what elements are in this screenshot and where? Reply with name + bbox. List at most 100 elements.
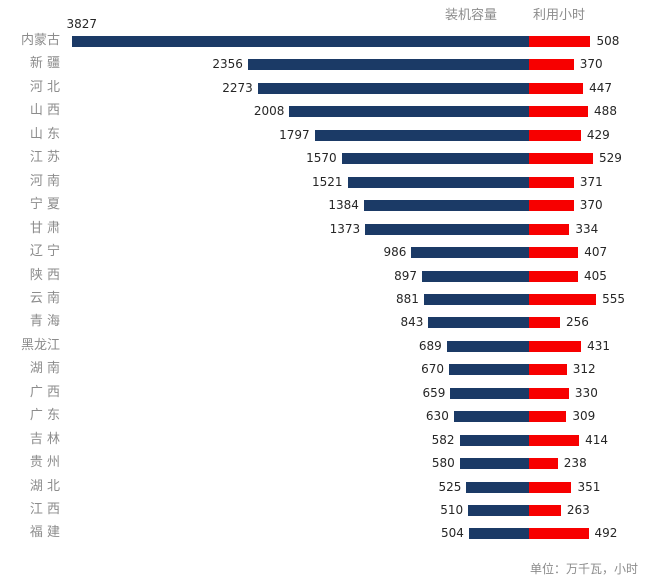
category-label: 贵 州 (29, 455, 60, 471)
hours-value-label: 238 (563, 456, 587, 471)
category-label: 吉 林 (29, 431, 60, 447)
category-label: 青 海 (29, 314, 60, 330)
category-label: 甘 肃 (29, 220, 60, 236)
capacity-value-label: 986 (383, 245, 407, 260)
capacity-bar (363, 200, 529, 212)
capacity-value-label: 1521 (311, 174, 343, 189)
unit-note: 单位：万千瓦，小时 (530, 562, 639, 576)
hours-value-label: 431 (587, 338, 611, 353)
category-label: 山 西 (29, 103, 60, 119)
hours-bar (529, 223, 570, 235)
hours-bar (529, 176, 574, 188)
capacity-value-label: 897 (394, 268, 417, 283)
capacity-value-label: 3827 (66, 17, 97, 31)
capacity-value-label: 689 (418, 338, 442, 353)
category-label: 陕 西 (29, 267, 60, 283)
capacity-bar (450, 387, 529, 399)
category-label: 江 西 (29, 502, 60, 517)
category-label: 辽 宁 (29, 244, 60, 260)
capacity-bar (468, 528, 529, 540)
category-label: 新 疆 (29, 56, 60, 72)
hours-value-label: 405 (584, 268, 607, 283)
capacity-bar (423, 293, 529, 305)
capacity-bar (459, 434, 529, 446)
hours-value-label: 492 (594, 526, 618, 541)
capacity-bar (459, 458, 529, 470)
hours-value-label: 309 (572, 409, 596, 424)
hours-bar (529, 528, 589, 540)
capacity-bar (446, 340, 529, 352)
capacity-value-label: 843 (400, 315, 424, 330)
hours-bar (529, 505, 561, 516)
capacity-bar (365, 223, 529, 235)
capacity-value-label: 659 (422, 385, 446, 400)
capacity-value-label: 510 (440, 503, 464, 517)
category-label: 云 南 (29, 290, 60, 306)
capacity-value-label: 2356 (212, 57, 243, 72)
hours-value-label: 414 (585, 432, 608, 447)
hours-value-label: 351 (577, 479, 601, 494)
hours-value-label: 371 (579, 174, 603, 189)
hours-value-label: 555 (602, 291, 626, 306)
category-label: 宁 夏 (29, 197, 60, 213)
category-label: 广 西 (29, 384, 60, 400)
hours-bar (529, 129, 581, 141)
capacity-value-label: 630 (425, 409, 449, 424)
hours-value-label: 508 (596, 34, 620, 48)
capacity-bar (314, 129, 529, 141)
capacity-bar (257, 82, 529, 94)
category-label: 河 北 (29, 79, 60, 95)
hours-value-label: 370 (579, 57, 603, 72)
hours-value-label: 529 (599, 151, 622, 166)
series-label-capacity: 装机容量 (445, 8, 498, 23)
hours-value-label: 330 (574, 385, 598, 400)
hours-value-label: 334 (575, 221, 599, 236)
capacity-value-label: 1570 (306, 151, 337, 166)
category-label: 湖 北 (29, 478, 60, 494)
hours-bar (529, 458, 558, 470)
capacity-value-label: 504 (440, 526, 464, 541)
hours-bar (529, 82, 584, 94)
hours-bar (529, 293, 597, 305)
hours-bar (529, 270, 578, 282)
hours-bar (529, 387, 569, 399)
hours-value-label: 429 (586, 127, 610, 142)
hours-bar (529, 36, 591, 47)
capacity-value-label: 881 (395, 291, 419, 306)
hours-bar (529, 247, 579, 259)
category-label: 黑龙江 (20, 337, 60, 353)
category-label: 江 苏 (29, 150, 60, 166)
capacity-value-label: 580 (431, 456, 455, 471)
capacity-value-label: 1797 (279, 127, 310, 142)
hours-value-label: 312 (572, 362, 596, 377)
series-label-hours: 利用小时 (533, 8, 586, 23)
capacity-bar (411, 247, 529, 259)
capacity-bar (453, 411, 529, 423)
hours-bar (529, 340, 582, 352)
hours-value-label: 263 (566, 503, 590, 517)
capacity-bar (72, 36, 529, 47)
capacity-value-label: 2273 (222, 80, 253, 95)
hours-bar (529, 411, 567, 423)
category-label: 湖 南 (29, 361, 60, 377)
capacity-value-label: 670 (421, 362, 445, 377)
hours-value-label: 447 (589, 80, 612, 95)
capacity-bar (347, 176, 529, 188)
capacity-value-label: 1384 (328, 198, 359, 213)
capacity-value-label: 1373 (329, 221, 361, 236)
category-label: 山 东 (29, 126, 60, 142)
capacity-bar (428, 317, 529, 329)
capacity-bar (247, 59, 529, 71)
hours-bar (529, 481, 572, 493)
category-label: 河 南 (29, 173, 60, 189)
hours-bar (529, 153, 593, 165)
capacity-bar (449, 364, 529, 376)
capacity-bar (466, 481, 529, 493)
category-label: 广 东 (29, 408, 60, 424)
capacity-bar (421, 270, 529, 282)
hours-value-label: 370 (579, 198, 603, 213)
capacity-bar (289, 106, 529, 118)
capacity-value-label: 2008 (253, 104, 285, 119)
hours-value-label: 407 (584, 245, 608, 260)
